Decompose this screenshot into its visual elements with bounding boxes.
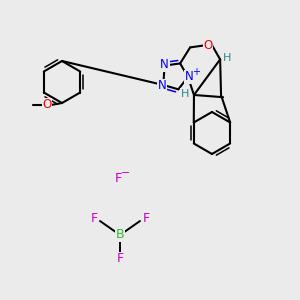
Text: H: H <box>181 89 189 99</box>
Text: F: F <box>114 172 122 184</box>
Text: F: F <box>116 253 124 266</box>
Text: N: N <box>160 58 169 71</box>
Text: O: O <box>203 39 213 52</box>
Text: N: N <box>158 80 167 92</box>
Text: −: − <box>121 168 131 178</box>
Text: N: N <box>184 70 193 83</box>
Text: +: + <box>192 67 200 77</box>
Text: F: F <box>142 212 150 224</box>
Text: O: O <box>42 98 52 112</box>
Text: H: H <box>223 53 231 63</box>
Text: B: B <box>116 229 124 242</box>
Text: F: F <box>90 212 98 224</box>
